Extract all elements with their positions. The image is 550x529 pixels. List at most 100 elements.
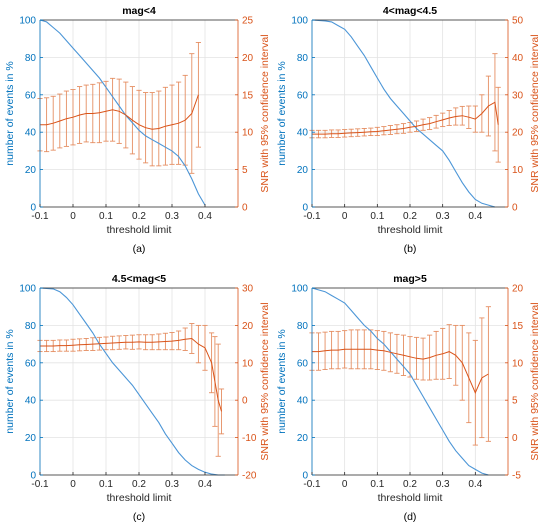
y-right-tick-label: 30	[242, 284, 254, 295]
y-left-tick-label: 60	[25, 358, 37, 369]
panel-title: 4.5<mag<5	[112, 273, 166, 285]
x-tick-label: 0	[342, 211, 348, 222]
subfigure-label: (c)	[133, 511, 145, 523]
panel-title: mag<4	[122, 5, 156, 17]
panel-c: -0.1 0 0.1 0.2 0.3 0.4020406080100-20-1001020…	[4, 273, 271, 523]
y-left-tick-label: 20	[297, 165, 309, 176]
y-right-tick-label: 50	[512, 16, 524, 27]
subfigure-label: (b)	[404, 243, 417, 255]
y-left-tick-label: 20	[25, 433, 37, 444]
y-left-tick-label: 60	[297, 358, 309, 369]
y-right-tick-label: -10	[242, 433, 257, 444]
x-tick-label: 0.4	[468, 211, 482, 222]
snr-line	[40, 94, 199, 130]
y-right-tick-label: 20	[242, 321, 254, 332]
x-tick-label: -0.1	[31, 211, 49, 222]
x-tick-label: 0.4	[198, 479, 212, 490]
y-right-axis-label: SNR with 95% confidence interval	[529, 302, 541, 460]
y-right-axis-label: SNR with 95% confidence interval	[259, 34, 271, 192]
y-left-tick-label: 0	[30, 203, 36, 214]
y-right-tick-label: 10	[512, 358, 524, 369]
y-right-tick-label: 5	[242, 165, 248, 176]
y-left-tick-label: 100	[19, 16, 36, 27]
y-right-tick-label: 0	[242, 396, 248, 407]
y-left-tick-label: 40	[297, 128, 309, 139]
y-left-tick-label: 40	[25, 396, 37, 407]
y-right-tick-label: 40	[512, 53, 524, 64]
y-left-tick-label: 40	[297, 396, 309, 407]
panel-title: 4<mag<4.5	[383, 5, 437, 17]
y-right-tick-label: 15	[242, 90, 254, 101]
x-tick-label: 0.3	[165, 479, 179, 490]
x-tick-label: 0	[70, 479, 76, 490]
x-tick-label: 0.2	[403, 479, 417, 490]
y-right-tick-label: 25	[242, 16, 254, 27]
y-left-axis-label: number of events in %	[276, 329, 288, 433]
x-tick-label: 0.3	[436, 211, 450, 222]
snr-line	[312, 348, 489, 394]
y-left-axis-label: number of events in %	[276, 61, 288, 165]
y-right-tick-label: 20	[512, 284, 524, 295]
y-left-axis-label: number of events in %	[4, 329, 16, 433]
x-tick-label: 0.3	[165, 211, 179, 222]
y-right-tick-label: 30	[512, 90, 524, 101]
x-axis-label: threshold limit	[107, 492, 172, 504]
y-right-tick-label: 20	[512, 128, 524, 139]
y-left-tick-label: 40	[25, 128, 37, 139]
x-tick-label: 0.4	[198, 211, 212, 222]
x-tick-label: -0.1	[303, 479, 321, 490]
y-left-tick-label: 0	[302, 203, 308, 214]
subfigure-label: (d)	[404, 511, 417, 523]
x-tick-label: 0.2	[132, 211, 146, 222]
y-left-tick-label: 80	[25, 321, 37, 332]
y-left-tick-label: 20	[297, 433, 309, 444]
y-left-tick-label: 100	[291, 284, 308, 295]
y-left-tick-label: 100	[19, 284, 36, 295]
x-tick-label: -0.1	[303, 211, 321, 222]
x-tick-label: 0.1	[99, 479, 113, 490]
y-right-tick-label: 0	[512, 203, 518, 214]
x-tick-label: 0.1	[99, 211, 113, 222]
y-right-tick-label: 15	[512, 321, 524, 332]
y-right-axis-label: SNR with 95% confidence interval	[529, 34, 541, 192]
x-axis-label: threshold limit	[378, 224, 443, 236]
subfigure-label: (a)	[133, 243, 146, 255]
y-right-axis-label: SNR with 95% confidence interval	[259, 302, 271, 460]
y-right-tick-label: 0	[242, 203, 248, 214]
panel-d: -0.1 0 0.1 0.2 0.3 0.4020406080100-505101520m…	[276, 273, 541, 523]
x-tick-label: 0.1	[370, 211, 384, 222]
snr-line	[312, 101, 499, 135]
x-tick-label: 0	[342, 479, 348, 490]
y-right-tick-label: 10	[512, 165, 524, 176]
x-tick-label: 0.3	[436, 479, 450, 490]
x-tick-label: 0.4	[468, 479, 482, 490]
y-left-tick-label: 20	[25, 165, 37, 176]
y-left-tick-label: 80	[297, 321, 309, 332]
y-left-tick-label: 60	[297, 90, 309, 101]
y-left-tick-label: 0	[30, 471, 36, 482]
panel-title: mag>5	[393, 273, 427, 285]
x-tick-label: 0	[70, 211, 76, 222]
y-left-tick-label: 0	[302, 471, 308, 482]
y-right-tick-label: -5	[512, 471, 521, 482]
x-tick-label: -0.1	[31, 479, 49, 490]
y-right-tick-label: 20	[242, 53, 254, 64]
y-left-tick-label: 80	[297, 53, 309, 64]
y-right-tick-label: 10	[242, 358, 254, 369]
y-left-tick-label: 100	[291, 16, 308, 27]
x-tick-label: 0.1	[370, 479, 384, 490]
y-left-axis-label: number of events in %	[4, 61, 16, 165]
y-right-tick-label: 5	[512, 396, 518, 407]
events-line	[311, 19, 496, 208]
events-line	[39, 19, 206, 206]
panel-a: -0.1 0 0.1 0.2 0.3 0.40204060801000510152025m…	[4, 5, 271, 255]
y-left-tick-label: 60	[25, 90, 37, 101]
y-right-tick-label: -20	[242, 471, 257, 482]
y-left-tick-label: 80	[25, 53, 37, 64]
events-line	[39, 287, 225, 476]
y-right-tick-label: 0	[512, 433, 518, 444]
snr-line	[40, 337, 222, 412]
y-right-tick-label: 10	[242, 128, 254, 139]
events-line	[311, 287, 489, 476]
